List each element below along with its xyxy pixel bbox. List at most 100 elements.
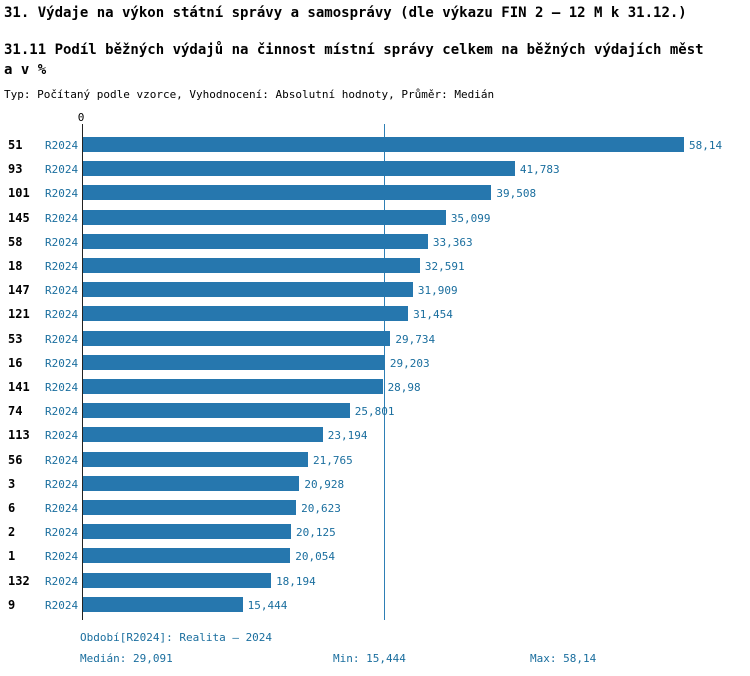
row-series-label: R2024: [45, 187, 79, 201]
bar-value-label: 20,054: [295, 550, 336, 564]
row-series-label: R2024: [45, 502, 79, 515]
row-series-label: R2024: [45, 260, 79, 273]
value-bar[interactable]: [83, 451, 308, 467]
value-bar[interactable]: [83, 330, 391, 346]
chart-row: 121 R2024 31,454: [0, 302, 750, 326]
row-category-label: 51: [8, 138, 23, 152]
axis-zero-tick-label: 0: [77, 111, 85, 124]
bar-value-label: 35,099: [450, 211, 491, 225]
max-stat-label: Max: 58,14: [530, 652, 597, 665]
bar-value-label: 33,363: [432, 235, 473, 249]
value-bar[interactable]: [83, 475, 300, 491]
indicator-title: 31.11 Podíl běžných výdajů na činnost mí…: [4, 42, 704, 78]
bar-value-label: 23,194: [327, 429, 368, 443]
value-bar[interactable]: [83, 233, 428, 249]
chart-row: 2 R2024 20,125: [0, 520, 750, 544]
chart-row: 53 R2024 29,734: [0, 327, 750, 351]
y-axis-line: [82, 124, 83, 620]
row-series-label: R2024: [45, 598, 79, 612]
value-bar[interactable]: [83, 596, 243, 612]
row-series-label: R2024: [45, 429, 79, 443]
chart-row: 9 R2024 15,444: [0, 593, 750, 617]
chart-row: 145 R2024 35,099: [0, 206, 750, 230]
row-category-label: 113: [8, 428, 30, 443]
value-bar[interactable]: [83, 354, 385, 370]
row-category-label: 18: [8, 259, 23, 273]
bar-value-label: 29,734: [395, 332, 436, 346]
row-category-label: 53: [8, 331, 23, 346]
value-bar[interactable]: [83, 185, 492, 201]
row-category-label: 2: [8, 525, 16, 540]
bar-value-label: 18,194: [276, 574, 316, 588]
chart-row: 1 R2024 20,054: [0, 544, 750, 568]
value-bar[interactable]: [83, 137, 684, 152]
row-category-label: 141: [8, 380, 30, 394]
row-series-label: R2024: [45, 356, 79, 370]
value-bar[interactable]: [83, 548, 291, 564]
bar-value-label: 41,783: [519, 163, 560, 177]
chart-row: 141 R2024 28,98: [0, 375, 750, 399]
value-bar[interactable]: [83, 379, 383, 394]
chart-row: 58 R2024 33,363: [0, 230, 750, 254]
report-title: 31. Výdaje na výkon státní správy a samo…: [4, 5, 687, 21]
row-category-label: 93: [8, 162, 23, 177]
row-category-label: 58: [8, 234, 23, 249]
median-stat-label: Medián: 29,091: [80, 652, 173, 665]
row-category-label: 6: [8, 501, 16, 515]
value-bar[interactable]: [83, 161, 515, 177]
value-bar[interactable]: [83, 427, 323, 443]
row-series-label: R2024: [45, 574, 79, 588]
row-series-label: R2024: [45, 284, 79, 298]
value-bar[interactable]: [83, 524, 292, 540]
bar-value-label: 20,928: [304, 477, 345, 491]
row-series-label: R2024: [45, 163, 79, 177]
chart-row: 18 R2024 32,591: [0, 254, 750, 278]
row-series-label: R2024: [45, 526, 79, 540]
row-category-label: 1: [8, 549, 16, 564]
row-category-label: 74: [8, 404, 23, 419]
bar-value-label: 39,508: [496, 187, 537, 201]
period-label: Období[R2024]: Realita – 2024: [80, 631, 273, 644]
chart-row: 74 R2024 25,801: [0, 399, 750, 423]
chart-row: 93 R2024 41,783: [0, 157, 750, 181]
row-category-label: 145: [8, 210, 30, 225]
value-bar[interactable]: [83, 500, 297, 515]
chart-row: 56 R2024 21,765: [0, 448, 750, 472]
chart-row: 16 R2024 29,203: [0, 351, 750, 375]
row-category-label: 132: [8, 573, 30, 588]
chart-row: 147 R2024 31,909: [0, 278, 750, 302]
row-category-label: 9: [8, 597, 16, 612]
value-bar[interactable]: [83, 209, 446, 225]
row-category-label: 121: [8, 307, 30, 322]
chart-row: 6 R2024 20,623: [0, 496, 750, 520]
chart-row: 132 R2024 18,194: [0, 569, 750, 593]
bar-value-label: 20,623: [301, 502, 341, 515]
row-series-label: R2024: [45, 453, 79, 467]
row-series-label: R2024: [45, 381, 79, 394]
bar-value-label: 21,765: [312, 453, 353, 467]
row-series-label: R2024: [45, 235, 79, 249]
chart-row: 101 R2024 39,508: [0, 181, 750, 205]
row-category-label: 3: [8, 476, 16, 491]
bar-value-label: 25,801: [354, 405, 395, 419]
row-series-label: R2024: [45, 550, 79, 564]
bar-value-label: 31,454: [413, 308, 453, 322]
value-bar[interactable]: [83, 572, 272, 588]
row-series-label: R2024: [45, 477, 79, 491]
value-bar[interactable]: [83, 282, 413, 298]
value-bar[interactable]: [83, 258, 420, 273]
chart-row: 3 R2024 20,928: [0, 472, 750, 496]
meta-line: Typ: Počítaný podle vzorce, Vyhodnocení:…: [4, 88, 495, 101]
bar-value-label: 28,98: [387, 381, 421, 394]
bar-value-label: 31,909: [417, 284, 458, 298]
row-series-label: R2024: [45, 332, 79, 346]
bar-value-label: 58,14: [689, 139, 723, 152]
bar-value-label: 15,444: [247, 598, 288, 612]
chart-row: 51 R2024 58,14: [0, 133, 750, 157]
bar-value-label: 32,591: [424, 260, 465, 273]
median-line: [383, 124, 385, 620]
value-bar[interactable]: [83, 306, 409, 322]
value-bar[interactable]: [83, 403, 350, 419]
row-series-label: R2024: [45, 139, 79, 152]
